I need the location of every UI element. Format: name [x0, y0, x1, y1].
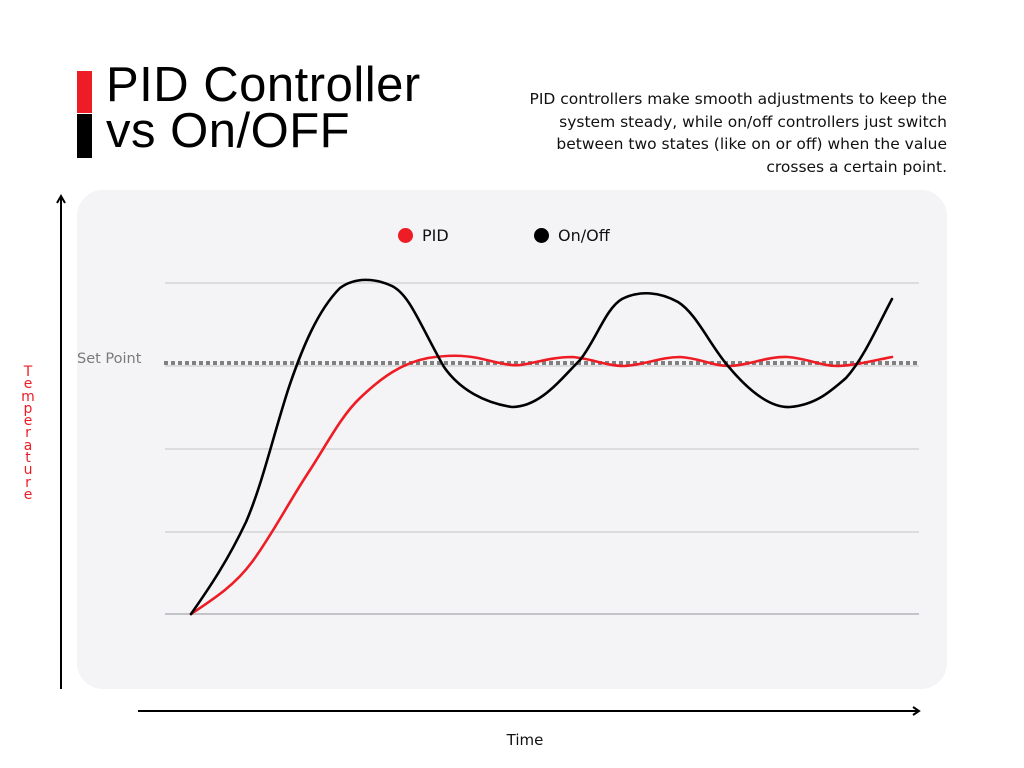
page-title: PID Controller vs On/OFF [106, 58, 421, 158]
description-text: PID controllers make smooth adjustments … [529, 90, 947, 176]
setpoint-label: Set Point [77, 351, 142, 367]
y-axis-arrow [56, 193, 66, 689]
onoff-series-line [189, 278, 894, 616]
x-axis-arrow [138, 706, 921, 716]
chart-panel [77, 190, 947, 689]
circle-dot-icon [534, 228, 549, 243]
legend-label-onoff: On/Off [558, 226, 610, 245]
chart-legend: PID On/Off [0, 226, 1024, 246]
title-line-1: PID Controller [106, 58, 421, 112]
legend-item-onoff: On/Off [534, 226, 610, 245]
y-axis-label: T e m p e r a t u r e [21, 364, 35, 503]
title-accent-black-bar [77, 114, 92, 158]
title-accent-red-bar [77, 71, 92, 113]
title-line-2: vs On/OFF [106, 104, 351, 158]
circle-dot-icon [398, 228, 413, 243]
x-axis-label: Time [506, 731, 544, 749]
gridlines [165, 282, 919, 533]
pid-series-line [189, 354, 894, 616]
legend-item-pid: PID [398, 226, 449, 245]
legend-label-pid: PID [422, 226, 449, 245]
